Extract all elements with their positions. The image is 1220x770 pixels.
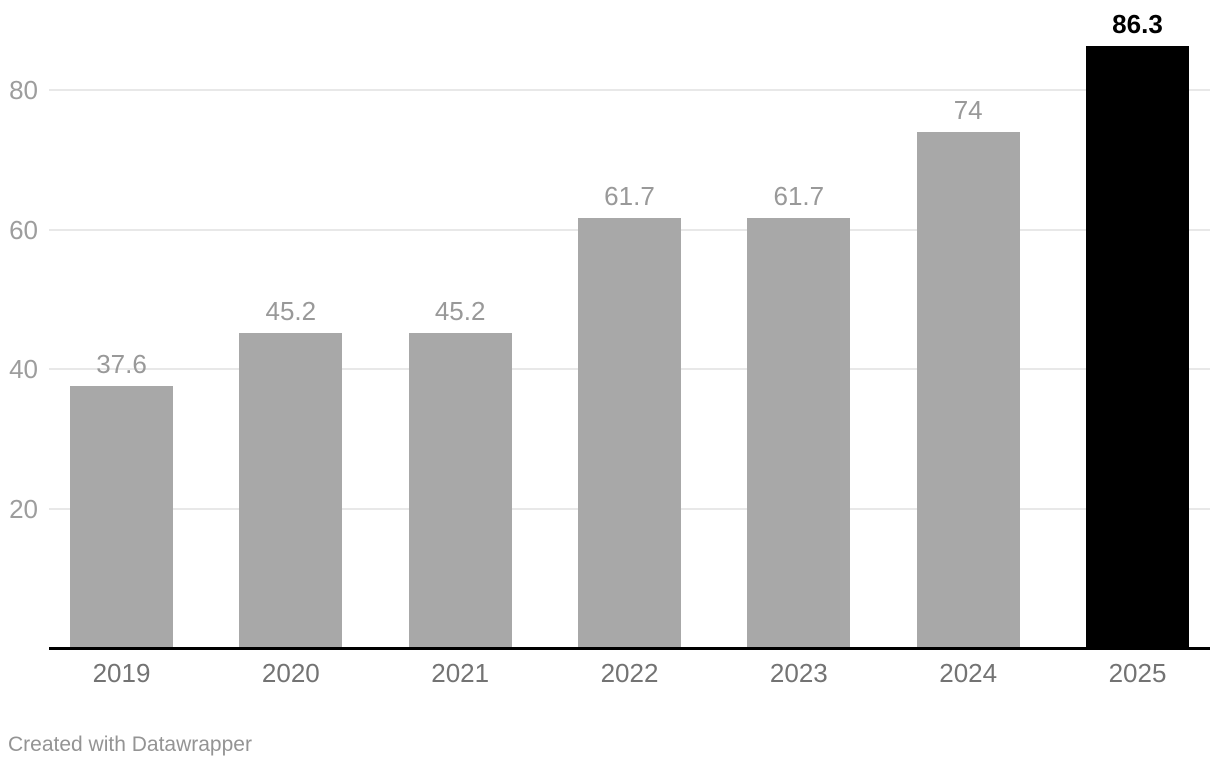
y-tick-label-60: 60 bbox=[9, 214, 38, 245]
gridline-80 bbox=[49, 89, 1210, 91]
x-axis-baseline bbox=[49, 647, 1210, 650]
bar-2023 bbox=[747, 217, 851, 648]
x-axis-label-2022: 2022 bbox=[600, 658, 659, 688]
bar-2024 bbox=[916, 131, 1020, 648]
bar-2025 bbox=[1085, 46, 1189, 648]
y-tick-label-40: 40 bbox=[9, 354, 38, 384]
bar-2022 bbox=[577, 217, 681, 648]
x-axis-label-2020: 2020 bbox=[261, 658, 320, 688]
bar-value-label-2019: 37.6 bbox=[96, 348, 147, 379]
x-axis-label-2021: 2021 bbox=[431, 658, 490, 688]
bar-value-label-2021: 45.2 bbox=[434, 295, 486, 326]
bar-value-label-2023: 61.7 bbox=[773, 180, 825, 211]
bar-2020 bbox=[239, 332, 343, 648]
x-axis-label-2024: 2024 bbox=[939, 658, 998, 688]
x-axis-label-2023: 2023 bbox=[769, 658, 828, 688]
bar-value-label-2022: 61.7 bbox=[604, 180, 655, 211]
bar-value-label-2020: 45.2 bbox=[265, 295, 317, 326]
attribution-text: Created with Datawrapper bbox=[8, 733, 252, 756]
y-tick-label-20: 20 bbox=[9, 493, 38, 524]
x-axis-label-2025: 2025 bbox=[1108, 658, 1167, 688]
bar-value-label-2024: 74 bbox=[953, 94, 983, 125]
bar-value-label-2025: 86.3 bbox=[1112, 9, 1163, 40]
bar-2019 bbox=[70, 385, 173, 648]
bar-2021 bbox=[408, 332, 512, 648]
x-axis-label-2019: 2019 bbox=[92, 658, 151, 688]
y-tick-label-80: 80 bbox=[9, 75, 38, 105]
